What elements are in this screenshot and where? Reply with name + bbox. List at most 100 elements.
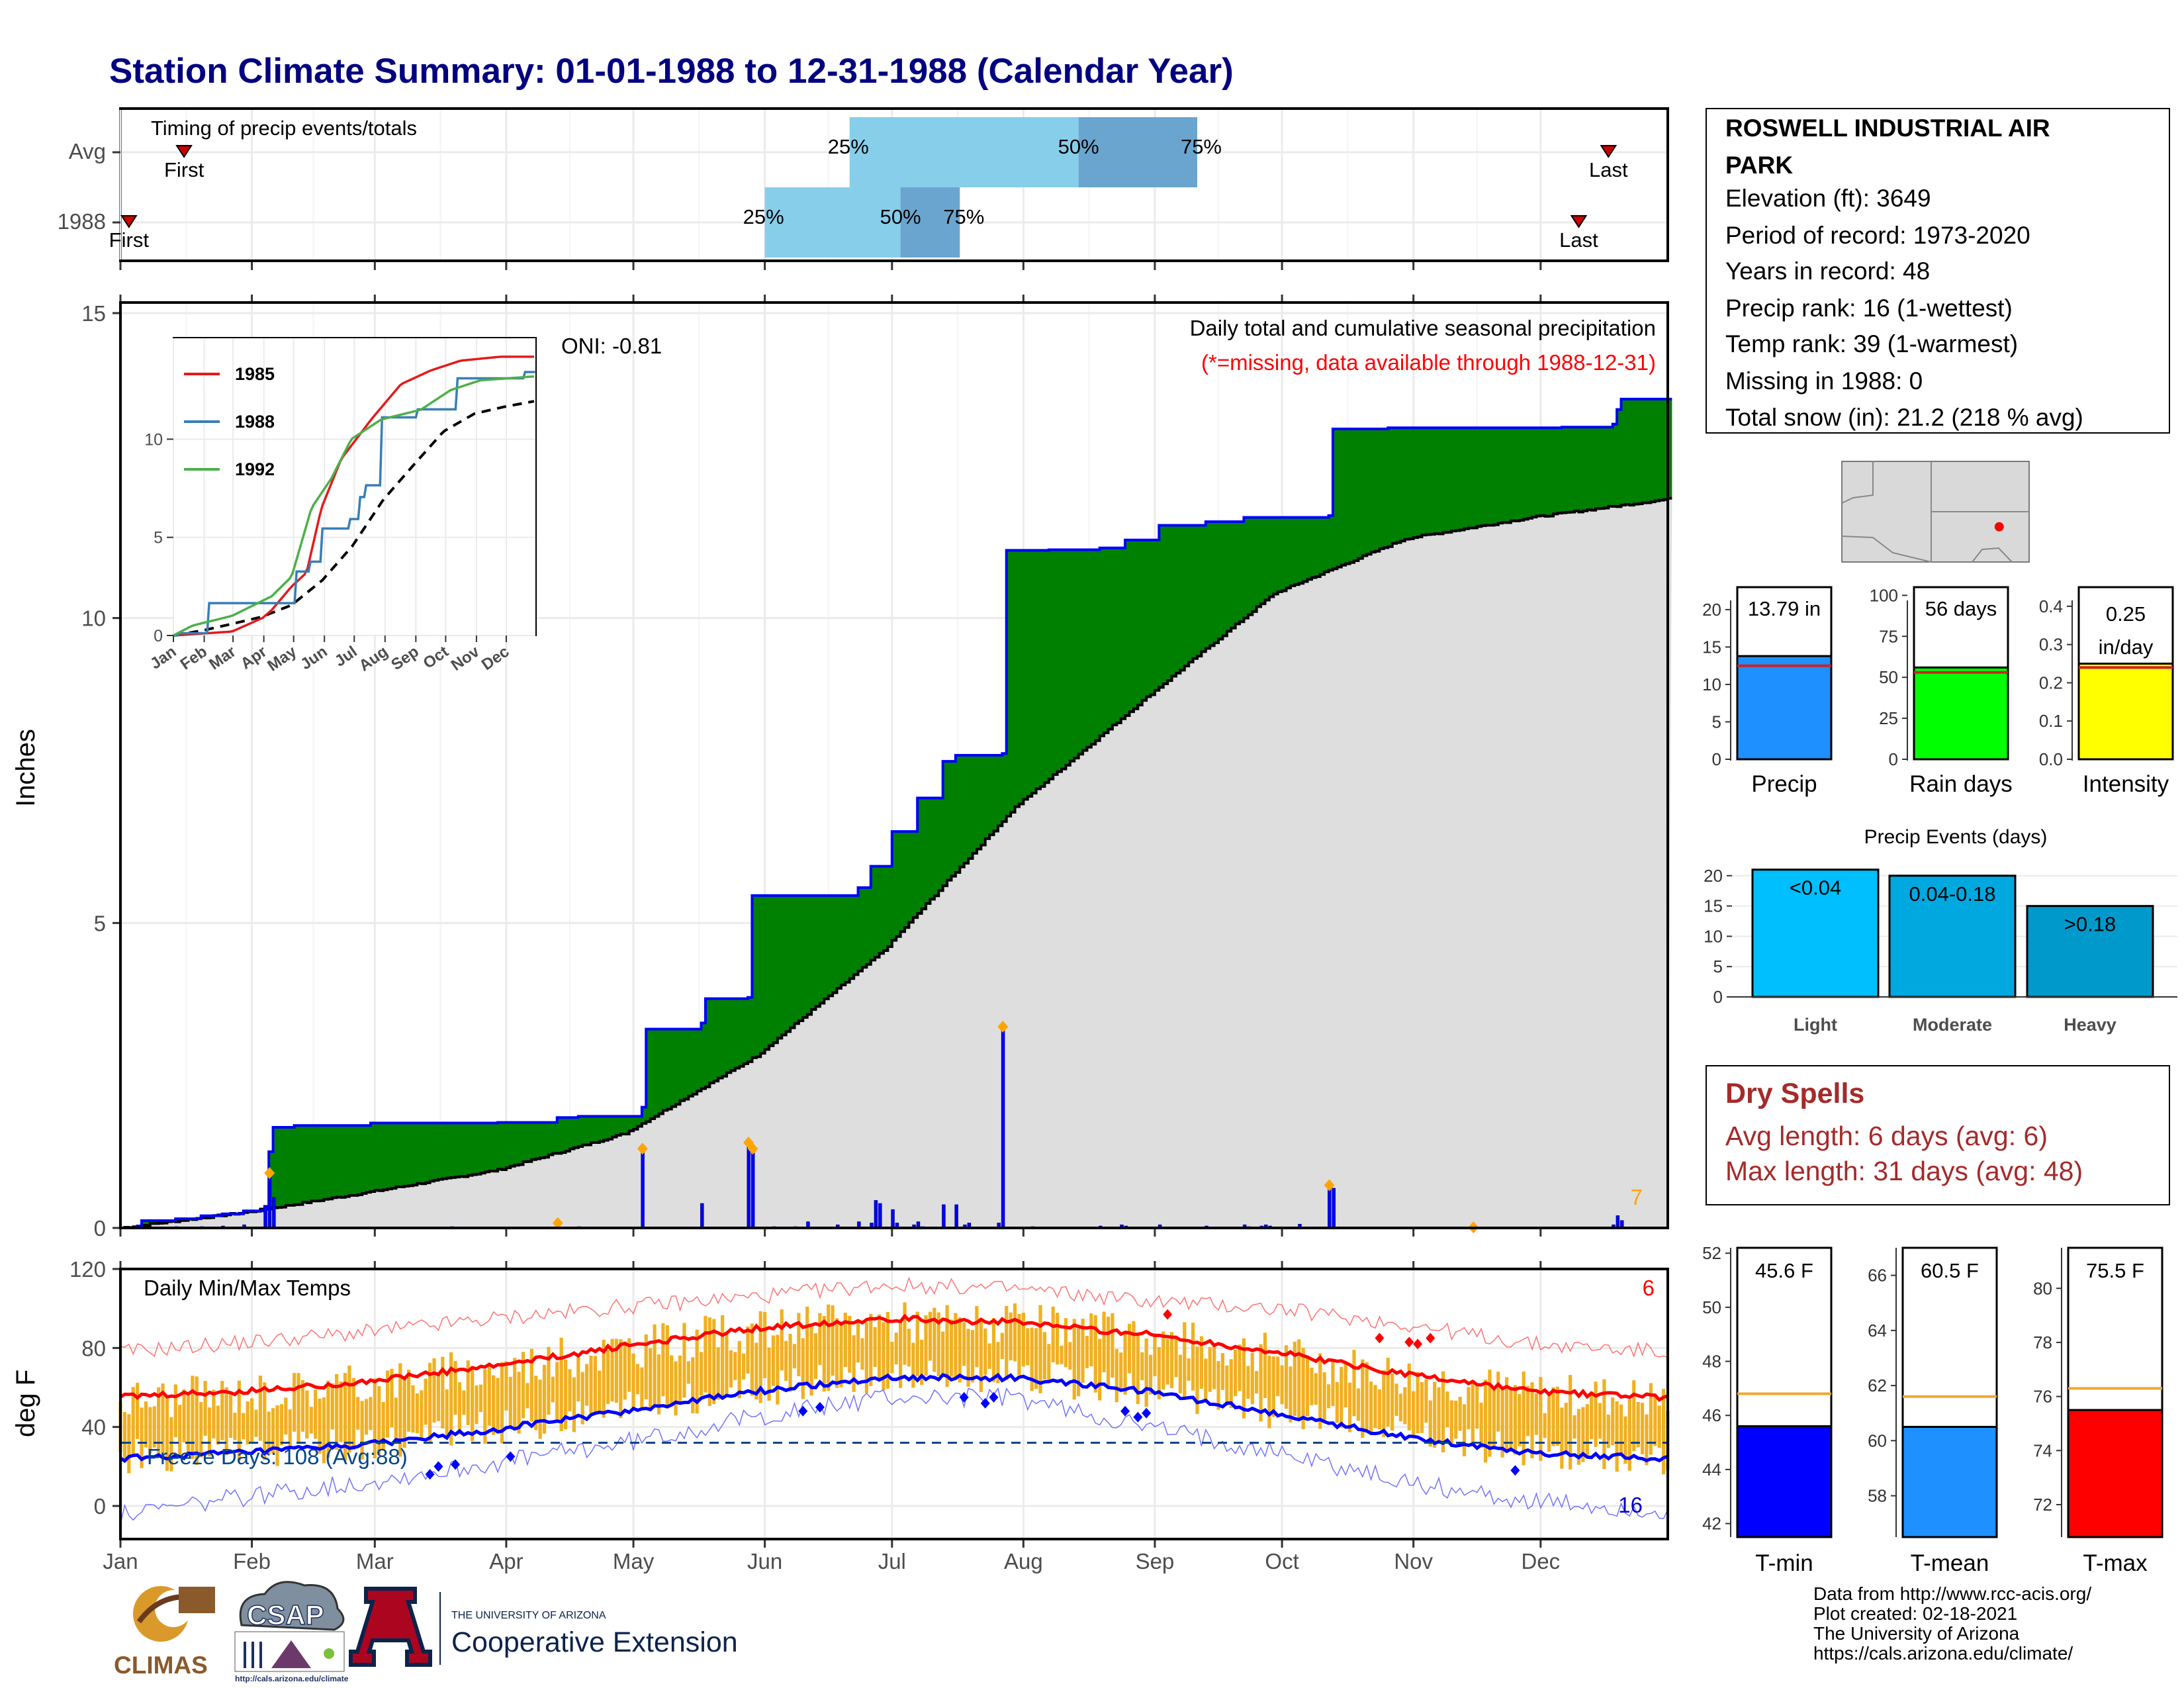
temp-daily-bar: [1615, 1401, 1619, 1472]
record-low-marker: [1142, 1407, 1152, 1419]
inset-y-tick-label: 5: [154, 529, 163, 547]
month-label-sep: Sep: [1136, 1549, 1175, 1573]
inset-y-tick-label: 10: [144, 430, 163, 449]
record-low-marker: [980, 1397, 990, 1409]
month-label-jan: Jan: [103, 1549, 138, 1573]
daily-precip-bar: [263, 1205, 267, 1229]
temp-daily-bar: [915, 1311, 919, 1377]
temp-daily-bar: [246, 1401, 250, 1444]
temp-daily-bar: [1165, 1338, 1169, 1385]
temp-daily-bar: [1017, 1313, 1021, 1376]
precip-y-tick-label: 5: [94, 911, 106, 935]
temp-daily-bar: [415, 1393, 419, 1434]
temp-daily-bar: [903, 1302, 907, 1365]
temp-daily-bar: [1543, 1413, 1547, 1438]
temp-daily-bar: [1157, 1347, 1161, 1399]
temp-daily-bar: [1441, 1371, 1445, 1452]
temp-daily-bar: [1187, 1358, 1191, 1381]
climas-wordmark: CLIMAS: [114, 1652, 208, 1679]
timing-q50-label: 50%: [1058, 135, 1099, 158]
temp-daily-bar: [682, 1323, 686, 1398]
oni-label: ONI: -0.81: [561, 334, 662, 358]
temp-daily-bar: [318, 1399, 322, 1454]
temp-daily-bar: [453, 1360, 457, 1415]
summary-bar-tick-label: 5: [1712, 712, 1721, 731]
temp-daily-bar: [911, 1342, 915, 1388]
temp-daily-bar: [869, 1313, 873, 1386]
record-low-marker: [433, 1461, 443, 1472]
temp-daily-bar: [623, 1341, 627, 1400]
temp-daily-bar: [513, 1358, 517, 1430]
temp-daily-bar: [1475, 1384, 1479, 1429]
temp-daily-bar: [991, 1318, 996, 1382]
temp-daily-bar: [258, 1376, 262, 1441]
temp-daily-bar: [704, 1315, 707, 1393]
temp-daily-bar: [542, 1364, 547, 1434]
temp-daily-bar: [780, 1309, 784, 1371]
temp-daily-bar: [381, 1401, 385, 1450]
temp-daily-bar: [207, 1407, 212, 1457]
ua-logo: THE UNIVERSITY OF ARIZONA Cooperative Ex…: [349, 1587, 738, 1667]
temp-daily-bar: [1289, 1366, 1293, 1423]
temp-daily-bar: [1530, 1382, 1534, 1459]
temp-summary-tick-label: 58: [1868, 1486, 1887, 1506]
temp-daily-bar: [928, 1311, 933, 1361]
temp-daily-bar: [1433, 1382, 1437, 1448]
temp-daily-bar: [1645, 1414, 1649, 1466]
temp-daily-bar: [538, 1380, 542, 1439]
temp-daily-bar: [1518, 1393, 1522, 1446]
temp-daily-bar: [649, 1348, 653, 1409]
temp-daily-bar: [1331, 1360, 1335, 1407]
temp-daily-bar: [1242, 1338, 1246, 1419]
summary-bar-label: Intensity: [2083, 771, 2169, 797]
timing-q75-label: 75%: [1181, 135, 1222, 158]
summary-bar-intensity: 0.0 0.1 0.2 0.3 0.4 0.25 in/day Intensity: [2039, 586, 2174, 797]
temp-daily-bar: [300, 1380, 305, 1432]
temp-daily-bar: [949, 1319, 954, 1377]
temp-daily-bar: [737, 1340, 741, 1399]
timing-box-lower: [764, 187, 901, 258]
temp-daily-bar: [547, 1346, 551, 1415]
temp-daily-bar: [212, 1389, 216, 1438]
temp-daily-bar: [1504, 1377, 1509, 1451]
temp-daily-bar: [1115, 1348, 1118, 1403]
temp-daily-bar: [1420, 1382, 1424, 1433]
temp-summary-bars: 42 44 46 48 50 52 45.6 F T-min 58 60 62 64 66 60.5 F T…: [1702, 1243, 2163, 1576]
temp-daily-bar: [1560, 1407, 1564, 1469]
temp-daily-bar: [792, 1344, 797, 1369]
temp-summary-label: T-max: [2083, 1550, 2148, 1576]
temp-daily-bar: [347, 1365, 351, 1453]
temp-daily-bar: [970, 1330, 975, 1383]
events-bar-label: <0.04: [1790, 876, 1841, 900]
cumulative-precip-line: [120, 397, 1672, 1229]
temp-daily-bar: [420, 1390, 424, 1441]
temp-daily-bar: [699, 1352, 704, 1396]
temp-y-tick-label: 0: [94, 1494, 106, 1519]
summary-bar-tick-label: 15: [1702, 637, 1721, 657]
temp-daily-bar: [1068, 1342, 1072, 1370]
temp-daily-bar: [1250, 1352, 1254, 1405]
temp-daily-bar: [1653, 1397, 1657, 1446]
temp-daily-bar: [691, 1357, 695, 1414]
temp-daily-bar: [462, 1390, 466, 1415]
temp-daily-bar: [877, 1314, 882, 1379]
temp-daily-bar: [848, 1315, 852, 1373]
temp-daily-bar: [1619, 1404, 1623, 1454]
temp-daily-bar: [598, 1370, 602, 1411]
temp-count-top: 6: [1643, 1276, 1655, 1300]
temp-daily-bar: [1424, 1379, 1428, 1423]
temp-daily-bar: [1276, 1356, 1280, 1397]
temp-daily-bar: [678, 1355, 682, 1403]
dry-spells-avg: Avg length: 6 days (avg: 6): [1725, 1121, 2048, 1151]
daily-precip-bars: [136, 1020, 1624, 1234]
temp-daily-bar: [233, 1413, 237, 1440]
temp-daily-bar: [182, 1389, 186, 1442]
inset-avg-line: [173, 400, 535, 637]
temp-daily-bar: [406, 1370, 411, 1432]
temp-daily-bar: [1555, 1386, 1560, 1446]
temp-daily-bar: [161, 1383, 165, 1458]
temp-daily-bar: [178, 1405, 182, 1455]
temp-daily-bar: [593, 1356, 598, 1415]
temp-daily-bar: [831, 1305, 835, 1376]
temp-daily-bar: [1183, 1322, 1187, 1397]
